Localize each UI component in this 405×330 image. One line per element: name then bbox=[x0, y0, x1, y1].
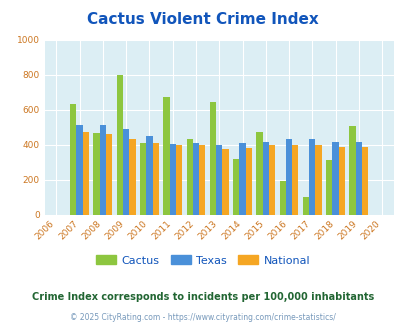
Bar bbox=[163, 97, 169, 214]
Bar bbox=[325, 160, 332, 214]
Bar bbox=[146, 136, 152, 214]
Bar bbox=[209, 102, 215, 214]
Bar bbox=[100, 125, 106, 214]
Bar bbox=[285, 139, 292, 214]
Text: Cactus Violent Crime Index: Cactus Violent Crime Index bbox=[87, 12, 318, 26]
Bar bbox=[215, 145, 222, 214]
Bar bbox=[256, 132, 262, 214]
Bar bbox=[239, 143, 245, 214]
Bar bbox=[140, 143, 146, 214]
Bar bbox=[169, 144, 175, 214]
Text: Crime Index corresponds to incidents per 100,000 inhabitants: Crime Index corresponds to incidents per… bbox=[32, 292, 373, 302]
Legend: Cactus, Texas, National: Cactus, Texas, National bbox=[91, 251, 314, 270]
Bar bbox=[332, 143, 338, 214]
Bar bbox=[106, 134, 112, 214]
Text: © 2025 CityRating.com - https://www.cityrating.com/crime-statistics/: © 2025 CityRating.com - https://www.city… bbox=[70, 313, 335, 322]
Bar bbox=[70, 104, 76, 214]
Bar bbox=[175, 145, 182, 214]
Bar bbox=[268, 146, 275, 214]
Bar bbox=[116, 75, 123, 214]
Bar bbox=[192, 143, 198, 214]
Bar bbox=[279, 181, 285, 214]
Bar bbox=[292, 145, 298, 214]
Bar bbox=[349, 126, 355, 214]
Bar bbox=[338, 147, 344, 214]
Bar bbox=[222, 149, 228, 214]
Bar bbox=[129, 139, 135, 214]
Bar bbox=[152, 143, 158, 214]
Bar bbox=[232, 159, 239, 214]
Bar bbox=[186, 139, 192, 214]
Bar bbox=[76, 125, 83, 214]
Bar bbox=[123, 129, 129, 214]
Bar bbox=[83, 132, 89, 214]
Bar bbox=[309, 139, 315, 214]
Bar bbox=[315, 145, 321, 214]
Bar bbox=[355, 142, 361, 214]
Bar bbox=[262, 142, 268, 214]
Bar bbox=[198, 146, 205, 214]
Bar bbox=[361, 147, 367, 214]
Bar bbox=[93, 133, 100, 214]
Bar bbox=[245, 148, 252, 214]
Bar bbox=[302, 197, 309, 214]
